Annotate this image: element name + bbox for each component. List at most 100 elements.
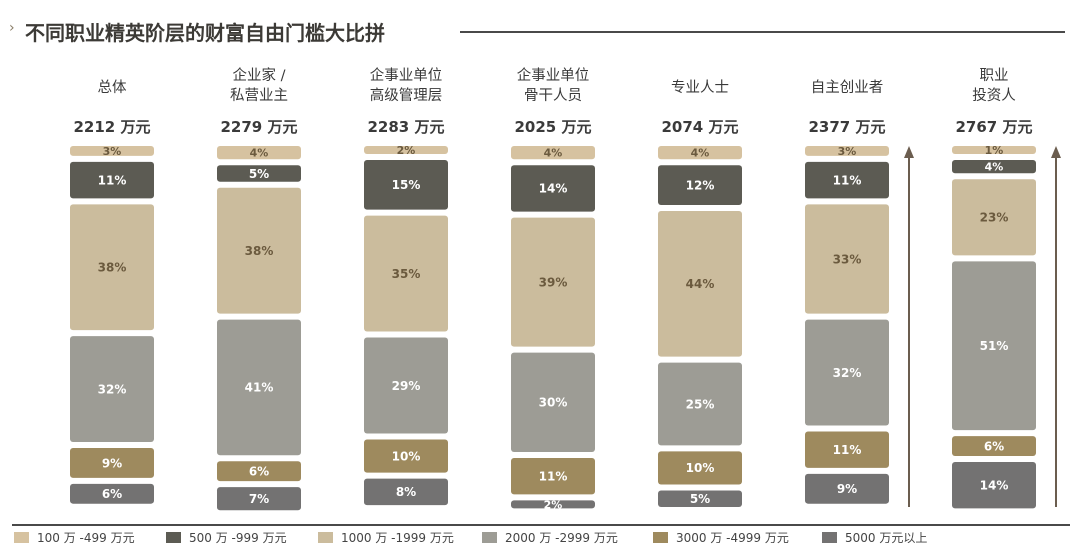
title-marker-icon: › — [9, 20, 15, 36]
category-label: 骨干人员 — [524, 87, 582, 104]
data-label: 12% — [686, 178, 715, 192]
data-label: 14% — [980, 479, 1009, 493]
bar-segment — [364, 215, 448, 332]
data-label: 10% — [392, 449, 421, 463]
bar-segment — [952, 462, 1036, 509]
category-label: 高级管理层 — [370, 87, 443, 104]
bar-segment — [658, 210, 742, 357]
data-label: 11% — [539, 469, 568, 483]
threshold-label: 2377 万元 — [809, 118, 886, 136]
category-label: 职业 — [980, 67, 1009, 84]
data-label: 51% — [980, 339, 1009, 353]
legend-label: 5000 万元以上 — [845, 530, 928, 545]
data-label: 1% — [985, 144, 1004, 157]
category-label: 企事业单位 — [370, 66, 443, 84]
data-label: 6% — [102, 487, 122, 501]
category-label: 总体 — [98, 79, 127, 96]
legend: 100 万 -499 万元 500 万 -999 万元 1000 万 -1999 万… — [0, 524, 1080, 559]
data-label: 44% — [686, 277, 715, 291]
bar-segment — [658, 451, 742, 485]
bar-segment — [217, 487, 301, 511]
data-label: 6% — [984, 439, 1004, 453]
data-label: 5% — [249, 167, 269, 181]
up-arrow-icon — [904, 146, 914, 158]
bar-segment — [952, 179, 1036, 256]
legend-swatch — [822, 531, 837, 543]
legend-item: 500 万 -999 万元 — [166, 529, 287, 545]
category-label: 专业人士 — [671, 79, 729, 96]
data-label: 9% — [837, 482, 857, 496]
legend-swatch — [482, 531, 497, 543]
legend-swatch — [318, 531, 333, 543]
category-label: 投资人 — [972, 87, 1016, 104]
data-label: 25% — [686, 397, 715, 411]
data-label: 4% — [250, 147, 269, 160]
bar-segment — [805, 431, 889, 468]
data-label: 38% — [98, 261, 127, 275]
legend-label: 3000 万 -4999 万元 — [676, 530, 789, 545]
bar-segment — [364, 160, 448, 210]
data-label: 4% — [985, 161, 1004, 174]
bar-segment — [658, 146, 742, 160]
bar-segment — [805, 473, 889, 504]
legend-item: 2000 万 -2999 万元 — [482, 529, 618, 545]
bar-segment — [805, 146, 889, 156]
bar-segment — [70, 483, 154, 504]
bar-segment — [658, 362, 742, 446]
bar-segment — [805, 204, 889, 314]
data-label: 3% — [103, 145, 122, 158]
data-label: 38% — [245, 244, 274, 258]
bar-segment — [511, 457, 595, 495]
category-label: 自主创业者 — [811, 79, 884, 96]
bar-segment — [364, 478, 448, 506]
bar-segment — [70, 146, 154, 156]
bar-segment — [952, 261, 1036, 431]
title-row: › 不同职业精英阶层的财富自由门槛大比拼 — [0, 0, 1080, 60]
data-label: 23% — [980, 211, 1009, 225]
data-label: 4% — [691, 147, 710, 160]
data-label: 15% — [392, 178, 421, 192]
bar-segment — [511, 165, 595, 212]
bar-segment — [511, 217, 595, 347]
bar-segment — [364, 146, 448, 154]
chart-title: 不同职业精英阶层的财富自由门槛大比拼 — [25, 21, 385, 45]
bar-segment — [952, 160, 1036, 174]
title-rule — [460, 31, 1065, 33]
category-label: 企事业单位 — [517, 66, 590, 84]
threshold-label: 2279 万元 — [221, 118, 298, 136]
data-label: 10% — [686, 461, 715, 475]
bar-segment — [658, 165, 742, 205]
legend-swatch — [653, 531, 668, 543]
legend-rule — [12, 524, 1070, 526]
legend-item: 100 万 -499 万元 — [14, 529, 135, 545]
up-arrow-icon — [1051, 146, 1061, 158]
data-label: 35% — [392, 267, 421, 281]
threshold-label: 2025 万元 — [515, 118, 592, 136]
bar-segment — [658, 490, 742, 507]
data-label: 30% — [539, 396, 568, 410]
bar-segment — [70, 448, 154, 478]
bar-segment — [511, 500, 595, 509]
bar-segment — [217, 146, 301, 160]
data-label: 5% — [690, 492, 710, 506]
data-label: 29% — [392, 379, 421, 393]
data-label: 41% — [245, 381, 274, 395]
threshold-label: 2283 万元 — [368, 118, 445, 136]
data-label: 6% — [249, 465, 269, 479]
legend-label: 1000 万 -1999 万元 — [341, 530, 454, 545]
bar-segment — [70, 336, 154, 443]
legend-swatch — [14, 531, 29, 543]
bar-segment — [952, 146, 1036, 154]
threshold-label: 2212 万元 — [74, 118, 151, 136]
data-label: 33% — [833, 252, 862, 266]
bar-segment — [70, 204, 154, 331]
data-label: 32% — [98, 382, 127, 396]
data-label: 11% — [98, 173, 127, 187]
data-label: 32% — [833, 366, 862, 380]
data-label: 3% — [838, 145, 857, 158]
legend-label: 500 万 -999 万元 — [189, 530, 287, 545]
data-label: 2% — [397, 144, 416, 157]
data-label: 11% — [833, 443, 862, 457]
bar-segment — [511, 146, 595, 160]
threshold-label: 2074 万元 — [662, 118, 739, 136]
